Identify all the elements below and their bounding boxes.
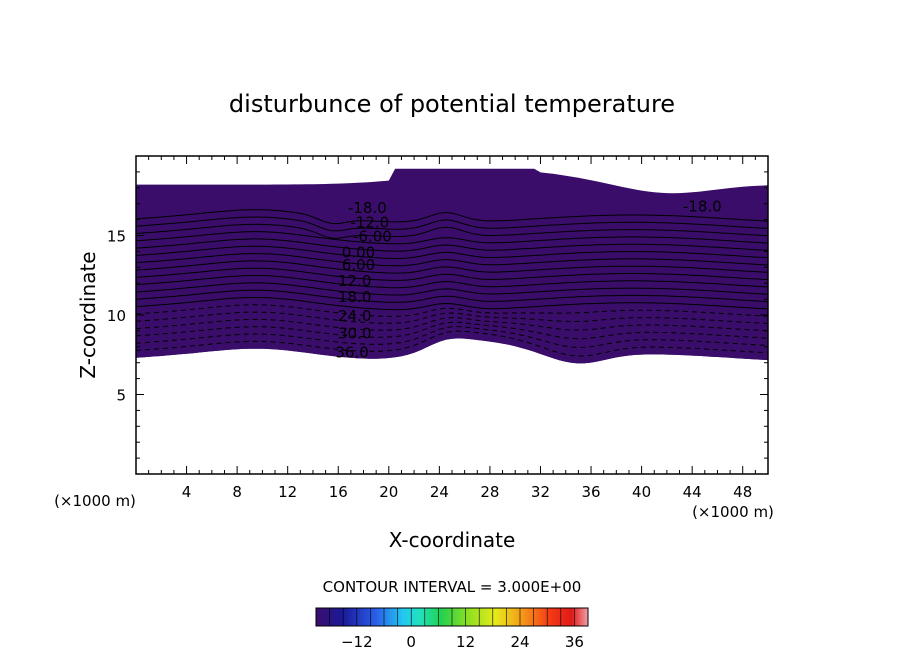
colorbar-tick-label: 36 — [565, 633, 584, 651]
y-tick-label: 10 — [107, 307, 126, 325]
contour-labels: -18.0-12.0-6.000.006.0012.018.024.030.03… — [335, 197, 721, 361]
y-tick-label: 15 — [107, 228, 126, 246]
contour-fill — [136, 168, 768, 364]
contour-line — [136, 311, 768, 324]
colorbar-tick-label: −12 — [341, 633, 373, 651]
colorbar-tick-label: 24 — [510, 633, 529, 651]
colorbar-tick-label: 12 — [456, 633, 475, 651]
contour-label: 24.0 — [338, 307, 371, 325]
y-axis-title: Z-coordinate — [76, 251, 100, 378]
contour-label: 30.0 — [338, 325, 371, 343]
x-unit-label: (×1000 m) — [54, 492, 136, 510]
contour-line — [136, 289, 768, 303]
contour-line — [136, 253, 768, 267]
x-tick-label: 20 — [379, 483, 398, 501]
colorbar-tick-label: 0 — [406, 633, 416, 651]
x-tick-label: 28 — [480, 483, 499, 501]
x-tick-label: 44 — [683, 483, 702, 501]
colorbar: −12 0 12 24 36 — [315, 607, 589, 651]
contour-line — [136, 274, 768, 289]
contour-band — [136, 168, 768, 364]
x-tick-label: 8 — [232, 483, 242, 501]
contour-label: -6.00 — [353, 228, 392, 246]
contour-line — [136, 282, 768, 296]
contour-line — [136, 209, 768, 225]
contour-line — [136, 267, 768, 281]
y-axis: 5 10 15 — [107, 155, 768, 475]
contour-line — [136, 304, 768, 317]
contour-line — [136, 245, 768, 260]
x-axis: 4 8 12 16 20 24 28 32 36 40 44 48 — [135, 156, 769, 501]
x-tick-label: 4 — [182, 483, 192, 501]
x-tick-label: 16 — [329, 483, 348, 501]
contour-label: 18.0 — [338, 288, 371, 306]
contour-label: -18.0 — [683, 197, 722, 215]
x-tick-label: 32 — [531, 483, 550, 501]
contour-interval-text: CONTOUR INTERVAL = 3.000E+00 — [323, 578, 582, 596]
contour-line — [136, 326, 768, 348]
contour-line — [136, 321, 768, 340]
contour-line — [136, 238, 768, 252]
contour-line — [136, 216, 768, 232]
x-tick-label: 12 — [278, 483, 297, 501]
contour-line — [136, 297, 768, 311]
y-tick-label: 5 — [116, 387, 126, 405]
contour-label: 6.00 — [342, 256, 375, 274]
contour-line — [136, 317, 768, 332]
contour-line — [136, 223, 768, 239]
x-tick-label: 36 — [581, 483, 600, 501]
y-unit-label: (×1000 m) — [692, 503, 774, 521]
x-axis-title: X-coordinate — [389, 528, 516, 552]
contour-line — [136, 330, 768, 357]
contour-line — [136, 231, 768, 245]
contour-label: 12.0 — [338, 272, 371, 290]
contour-label: 36.0 — [335, 344, 368, 362]
contour-label: -12.0 — [350, 213, 389, 231]
contour-line — [136, 260, 768, 274]
contour-lines — [136, 209, 768, 357]
x-tick-label: 48 — [733, 483, 752, 501]
x-tick-label: 24 — [430, 483, 449, 501]
chart-title: disturbunce of potential temperature — [229, 90, 675, 118]
x-tick-label: 40 — [632, 483, 651, 501]
contour-label: -18.0 — [348, 199, 387, 217]
contour-label: 0.00 — [342, 244, 375, 262]
